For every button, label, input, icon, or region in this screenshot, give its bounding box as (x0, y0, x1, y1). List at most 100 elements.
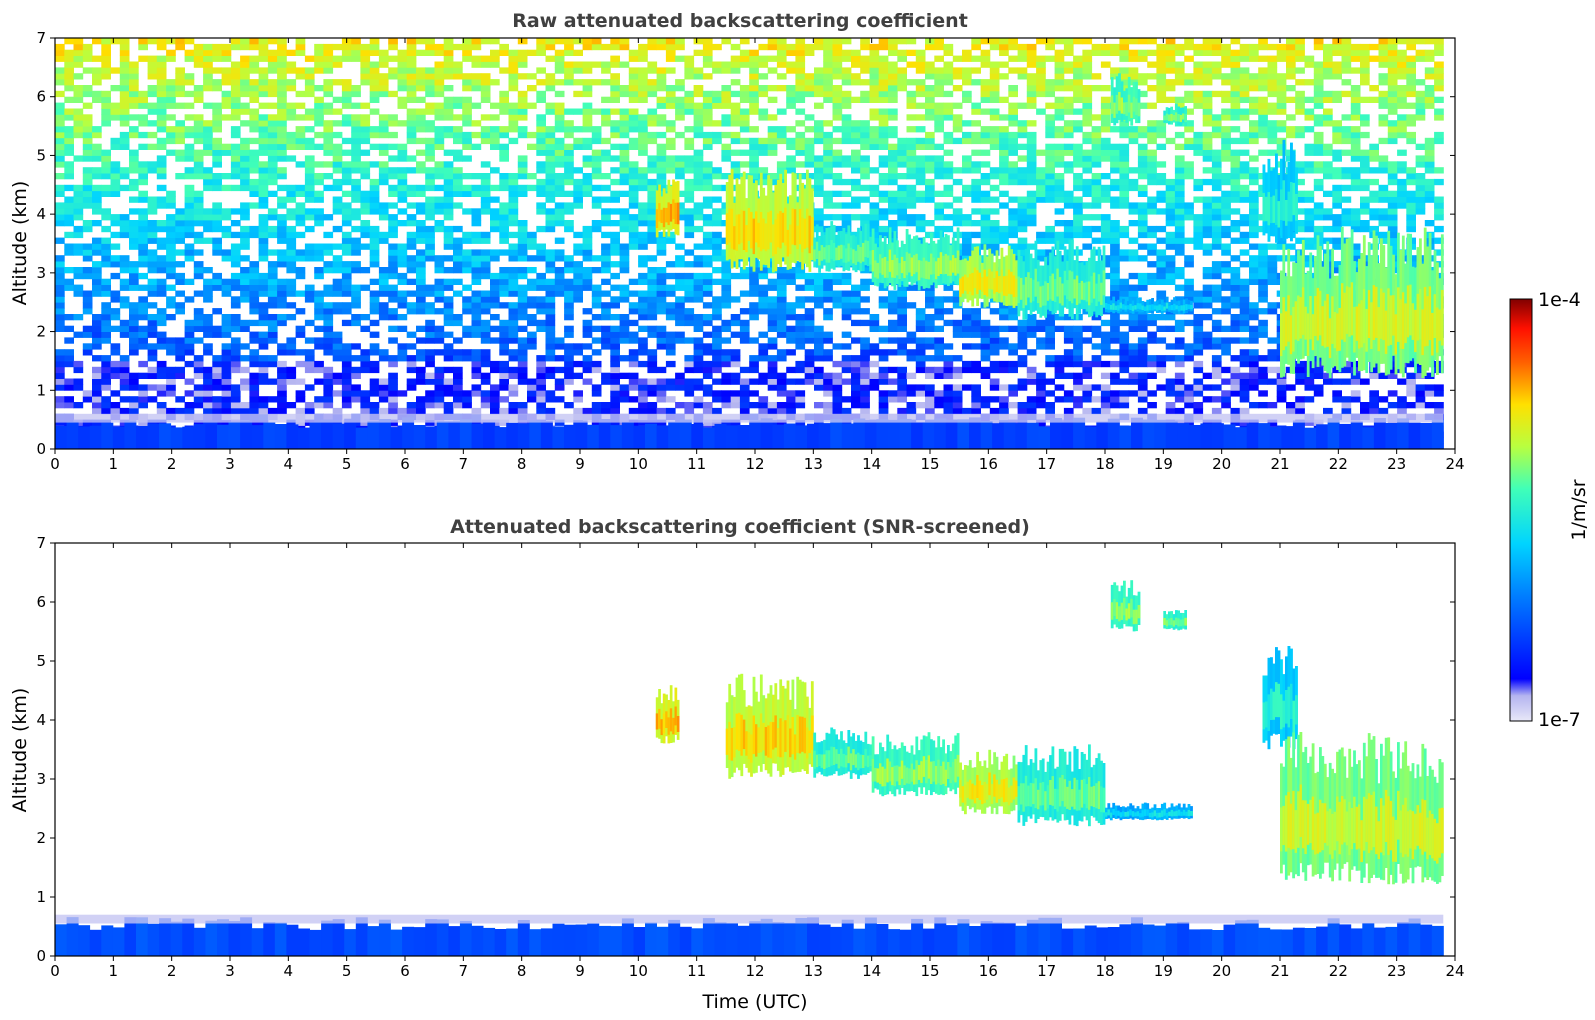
noise-cell (378, 290, 389, 297)
noise-cell (425, 49, 435, 56)
noise-cell (406, 302, 417, 309)
noise-cell (480, 178, 491, 186)
noise-cell (369, 231, 380, 239)
noise-cell (767, 366, 778, 374)
noise-cell (1063, 390, 1074, 397)
noise-cell (638, 343, 648, 350)
noise-cell (175, 302, 185, 309)
noise-cell (101, 38, 111, 45)
noise-cell (166, 349, 176, 356)
noise-cell (240, 38, 250, 45)
noise-cell (156, 143, 167, 150)
noise-cell (638, 214, 648, 221)
noise-cell (786, 67, 796, 74)
noise-cell (425, 43, 435, 51)
noise-cell (564, 220, 574, 227)
noise-cell (647, 202, 658, 209)
noise-cell (517, 55, 528, 62)
noise-cell (212, 173, 222, 180)
noise-cell (203, 402, 213, 409)
noise-cell (943, 225, 954, 233)
noise-cell (638, 407, 648, 415)
noise-cell (684, 55, 695, 62)
noise-cell (712, 249, 722, 256)
noise-cell (832, 114, 843, 121)
noise-cell (499, 372, 509, 379)
noise-cell (564, 314, 574, 321)
noise-cell (193, 214, 204, 221)
noise-cell (369, 161, 380, 168)
noise-cell (591, 149, 602, 156)
noise-cell (1036, 67, 1046, 74)
noise-cell (351, 290, 361, 297)
noise-cell (453, 67, 463, 74)
noise-cell (786, 102, 796, 109)
noise-cell (119, 43, 130, 51)
noise-cell (203, 237, 213, 244)
noise-cell (480, 184, 491, 192)
noise-cell (443, 49, 454, 56)
noise-cell (564, 343, 574, 350)
noise-cell (1063, 126, 1074, 133)
noise-cell (795, 73, 806, 80)
noise-cell (647, 284, 658, 291)
noise-cell (101, 108, 111, 115)
noise-cell (138, 331, 148, 338)
noise-cell (1036, 237, 1046, 244)
noise-cell (129, 284, 139, 291)
noise-cell (471, 302, 482, 309)
noise-cell (675, 131, 685, 139)
noise-cell (1008, 360, 1018, 368)
noise-cell (925, 325, 935, 332)
noise-cell (64, 208, 74, 215)
noise-cell (314, 173, 324, 180)
noise-cell (314, 43, 324, 51)
noise-cell (388, 55, 398, 62)
noise-cell (786, 49, 796, 56)
noise-cell (638, 178, 648, 186)
noise-cell (490, 402, 500, 409)
noise-cell (823, 296, 833, 303)
noise-cell (693, 149, 704, 156)
noise-cell (814, 349, 824, 356)
noise-cell (943, 67, 954, 74)
noise-cell (1026, 167, 1037, 174)
noise-cell (462, 296, 472, 303)
noise-cell (1036, 61, 1046, 68)
noise-cell (1036, 231, 1046, 239)
noise-cell (360, 73, 371, 80)
noise-cell (527, 102, 537, 109)
noise-cell (1054, 102, 1065, 109)
noise-cell (591, 225, 602, 233)
noise-cell (841, 378, 852, 385)
noise-cell (1008, 167, 1018, 174)
noise-cell (776, 384, 787, 391)
noise-cell (156, 319, 167, 327)
noise-cell (453, 202, 463, 209)
noise-cell (147, 38, 158, 45)
noise-cell (628, 108, 639, 115)
noise-cell (832, 390, 843, 397)
noise-cell (934, 314, 944, 321)
noise-cell (619, 267, 630, 274)
noise-cell (1063, 372, 1074, 379)
noise-cell (406, 85, 417, 92)
noise-cell (665, 261, 676, 268)
noise-cell (591, 366, 602, 374)
noise-cell (258, 202, 269, 209)
noise-cell (323, 325, 334, 332)
noise-cell (906, 384, 917, 391)
noise-cell (341, 55, 352, 62)
noise-cell (230, 43, 241, 51)
noise-cell (878, 85, 889, 92)
noise-cell (490, 396, 500, 403)
noise-cell (851, 167, 861, 174)
noise-cell (240, 149, 250, 156)
noise-cell (388, 220, 398, 227)
noise-cell (702, 161, 713, 168)
noise-cell (684, 296, 695, 303)
noise-cell (1008, 249, 1018, 256)
noise-cell (832, 137, 843, 145)
noise-cell (1026, 314, 1037, 321)
noise-cell (971, 79, 981, 86)
